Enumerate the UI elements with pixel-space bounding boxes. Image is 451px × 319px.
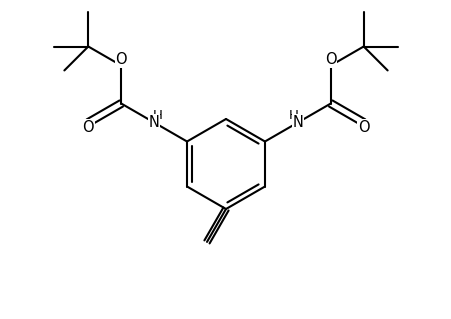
- Text: O: O: [324, 52, 336, 67]
- Text: O: O: [82, 120, 94, 135]
- Text: N: N: [292, 115, 303, 130]
- Text: H: H: [153, 109, 163, 122]
- Text: H: H: [288, 109, 298, 122]
- Text: O: O: [115, 52, 127, 67]
- Text: N: N: [148, 115, 159, 130]
- Text: O: O: [357, 120, 369, 135]
